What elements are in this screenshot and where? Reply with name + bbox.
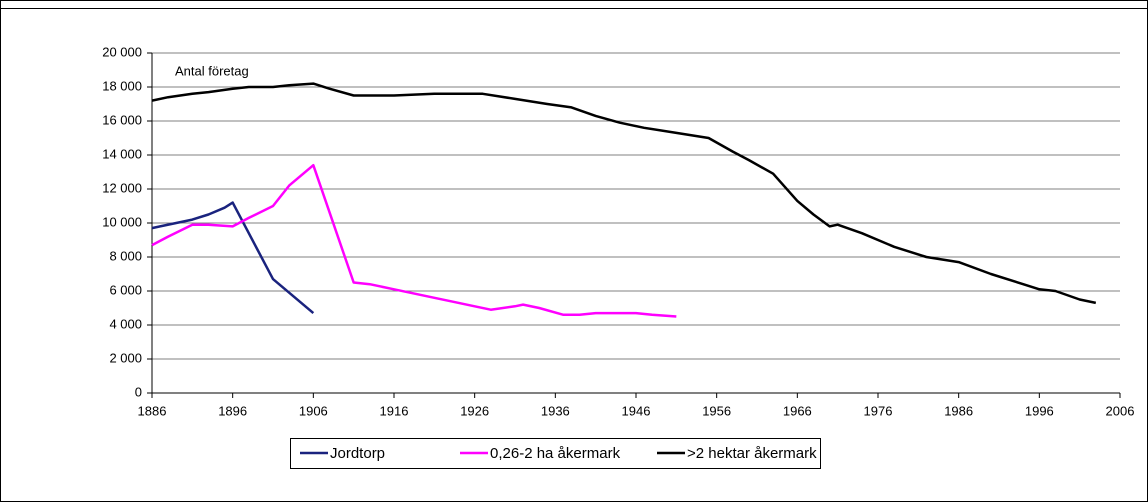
x-tick-label: 1916 xyxy=(380,403,409,418)
y-tick-label: 20 000 xyxy=(102,44,142,59)
legend-box xyxy=(290,438,821,469)
y-tick-label: 14 000 xyxy=(102,146,142,161)
y-tick-label: 2 000 xyxy=(109,350,142,365)
y-tick-label: 12 000 xyxy=(102,180,142,195)
x-tick-label: 1906 xyxy=(299,403,328,418)
y-tick-label: 10 000 xyxy=(102,214,142,229)
legend-label: Jordtorp xyxy=(330,445,385,462)
x-tick-label: 1956 xyxy=(702,403,731,418)
x-tick-label: 1886 xyxy=(138,403,167,418)
x-tick-label: 1936 xyxy=(541,403,570,418)
series-line xyxy=(151,163,677,318)
y-tick-label: 18 000 xyxy=(102,78,142,93)
x-tick-label: 2006 xyxy=(1106,403,1135,418)
y-tick-label: 8 000 xyxy=(109,248,142,263)
y-tick-label: 0 xyxy=(135,384,142,399)
x-tick-label: 1946 xyxy=(622,403,651,418)
legend-label: 0,26-2 ha åkermark xyxy=(490,445,621,462)
series-line xyxy=(151,82,1097,305)
annotation: Antal företag xyxy=(175,63,249,78)
legend-label: >2 hektar åkermark xyxy=(687,445,817,462)
x-tick-label: 1976 xyxy=(864,403,893,418)
y-tick-label: 6 000 xyxy=(109,282,142,297)
x-tick-label: 1926 xyxy=(460,403,489,418)
x-tick-label: 1986 xyxy=(944,403,973,418)
y-tick-label: 16 000 xyxy=(102,112,142,127)
x-tick-label: 1996 xyxy=(1025,403,1054,418)
series-line xyxy=(151,201,315,315)
x-tick-label: 1966 xyxy=(783,403,812,418)
x-tick-label: 1896 xyxy=(218,403,247,418)
y-tick-label: 4 000 xyxy=(109,316,142,331)
